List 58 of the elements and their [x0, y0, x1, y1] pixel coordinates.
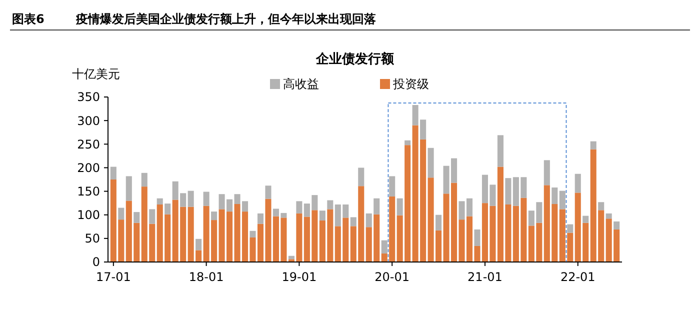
bar	[118, 208, 124, 220]
bar	[614, 221, 620, 230]
bar	[203, 192, 210, 206]
bar	[505, 178, 512, 204]
chart-title: 企业债发行额	[315, 51, 395, 67]
bar	[327, 200, 334, 210]
legend-label: 投资级	[392, 77, 429, 91]
bar	[196, 238, 202, 250]
bar	[552, 188, 558, 204]
y-tick-label: 350	[77, 90, 100, 104]
bar	[188, 190, 194, 207]
bar	[428, 148, 434, 178]
bar	[265, 186, 272, 199]
y-tick-label: 0	[92, 255, 100, 270]
bar	[396, 198, 403, 216]
y-tick-label: 300	[77, 114, 100, 128]
bar	[606, 213, 612, 219]
bar	[404, 140, 411, 146]
x-tick-label: 17-01	[96, 270, 131, 284]
bar	[149, 209, 156, 224]
bar	[250, 230, 256, 238]
y-tick-label: 50	[84, 232, 100, 246]
text: 疫情爆发后美国企业债发行额上升，但今年以来出现回落	[75, 12, 377, 26]
y-tick-label: 200	[77, 160, 100, 175]
x-tick-label: 22-01	[560, 270, 596, 284]
bar	[567, 224, 574, 233]
bar	[389, 176, 396, 196]
bar	[141, 172, 148, 187]
bar	[350, 217, 356, 226]
bar	[381, 240, 388, 254]
legend-label: 高收益	[283, 77, 319, 91]
bar	[590, 141, 596, 150]
x-tick-label: 20-01	[374, 270, 410, 284]
x-tick-label: 19-01	[282, 270, 317, 284]
bar	[559, 190, 566, 210]
bar	[288, 256, 294, 260]
bar	[474, 229, 480, 246]
bar	[296, 201, 302, 214]
bar	[126, 176, 132, 201]
bar	[257, 213, 264, 224]
bar	[544, 160, 550, 186]
y-tick-label: 100	[77, 208, 100, 222]
bar	[319, 210, 326, 221]
x-tick-label: 18-01	[188, 270, 224, 284]
bar	[110, 166, 116, 180]
y-tick-label: 250	[77, 137, 100, 152]
bar	[497, 135, 504, 167]
bar	[582, 216, 589, 223]
x-tick-label: 21-01	[468, 270, 502, 284]
y-tick-label: 150	[77, 184, 100, 198]
bar	[134, 212, 140, 223]
bar	[358, 168, 364, 186]
bar	[436, 214, 442, 230]
y-axis-title: 十亿美元	[72, 67, 120, 81]
text: 图表6	[12, 12, 44, 26]
bar	[211, 212, 218, 220]
bar	[574, 174, 581, 193]
bar	[598, 202, 604, 210]
